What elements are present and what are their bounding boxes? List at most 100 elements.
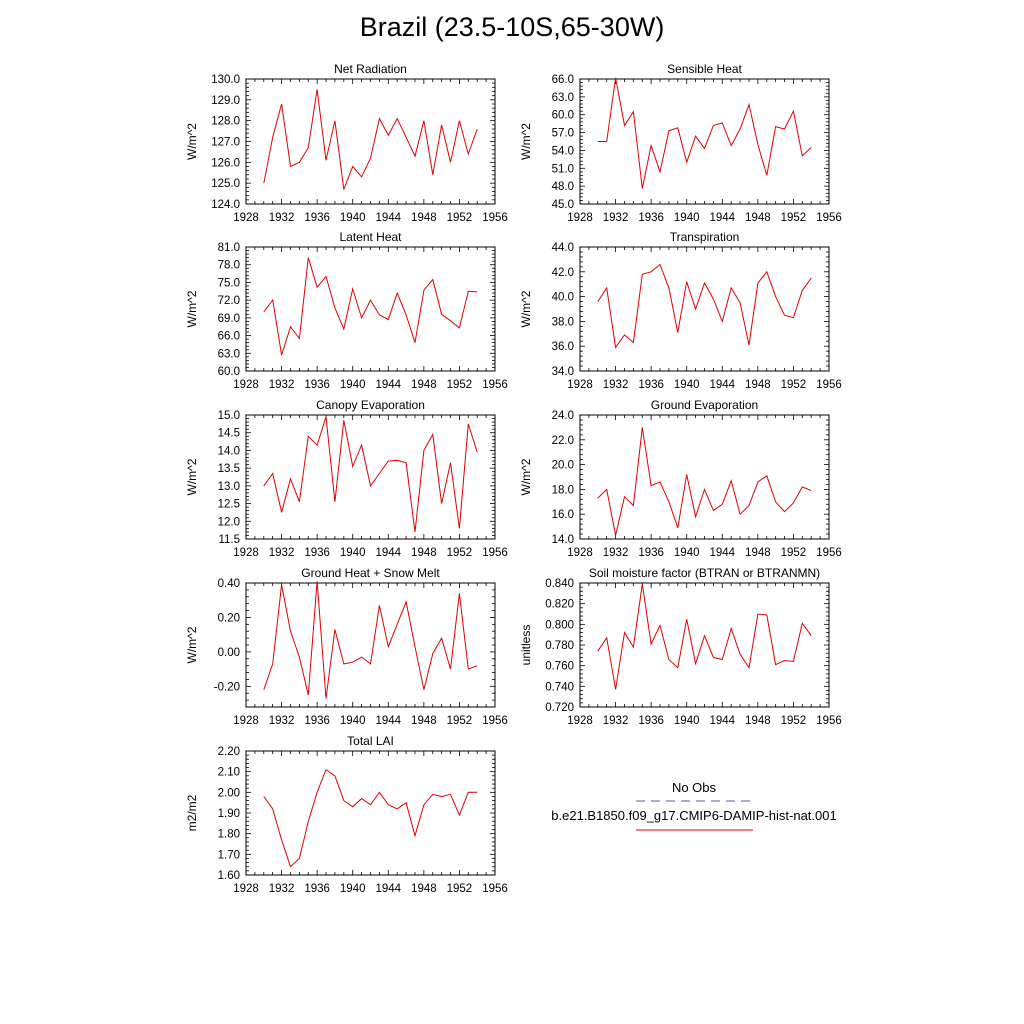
x-tick-label: 1928 — [567, 715, 593, 727]
y-tick-label: 63.0 — [552, 92, 574, 104]
y-tick-label: 66.0 — [552, 74, 574, 86]
panel-title: Ground Heat + Snow Melt — [301, 566, 440, 580]
x-tick-label: 1948 — [745, 715, 771, 727]
panel-title: Transpiration — [670, 230, 740, 244]
series-line — [263, 89, 478, 190]
y-axis-label: W/m^2 — [185, 458, 199, 495]
plot-frame — [245, 78, 496, 205]
series-line — [597, 263, 812, 349]
x-tick-label: 1936 — [638, 212, 664, 224]
y-tick-label: 0.840 — [545, 578, 574, 590]
x-tick-label: 1948 — [745, 212, 771, 224]
y-tick-label: 0.800 — [545, 619, 574, 631]
y-tick-label: 0.40 — [218, 578, 240, 590]
y-tick-label: 0.20 — [218, 612, 240, 624]
y-tick-label: 0.740 — [545, 681, 574, 693]
panel-title: Canopy Evaporation — [316, 398, 425, 412]
x-tick-label: 1944 — [375, 379, 401, 391]
y-tick-label: 126.0 — [211, 157, 240, 169]
x-tick-label: 1952 — [447, 212, 473, 224]
y-tick-label: 20.0 — [552, 460, 574, 472]
plot-frame — [579, 78, 830, 205]
y-axis-label: W/m^2 — [519, 290, 533, 327]
x-tick-label: 1944 — [709, 715, 735, 727]
x-tick-label: 1948 — [745, 547, 771, 559]
y-tick-label: 124.0 — [211, 199, 240, 211]
panel-canopy-evaporation: 1928 1932 1936 1940 1944 1948 1952 1956 11.5 12.0… — [185, 398, 508, 559]
y-tick-label: 0.00 — [218, 647, 240, 659]
y-tick-label: 48.0 — [552, 181, 574, 193]
panel-title: Total LAI — [347, 734, 394, 748]
y-tick-label: 12.5 — [218, 499, 240, 511]
y-tick-label: 57.0 — [552, 128, 574, 140]
series-line — [597, 77, 812, 189]
x-tick-label: 1952 — [781, 212, 807, 224]
x-tick-label: 1932 — [269, 715, 295, 727]
x-tick-label: 1932 — [269, 212, 295, 224]
x-tick-label: 1936 — [304, 883, 330, 895]
x-tick-label: 1932 — [603, 715, 629, 727]
plot-frame — [579, 582, 830, 708]
y-axis-label: W/m^2 — [185, 123, 199, 160]
x-tick-label: 1948 — [411, 212, 437, 224]
plot-frame — [579, 414, 830, 540]
x-tick-label: 1940 — [340, 883, 366, 895]
x-tick-label: 1948 — [411, 883, 437, 895]
x-tick-label: 1932 — [603, 547, 629, 559]
y-tick-label: 128.0 — [211, 116, 240, 128]
y-tick-label: 13.5 — [218, 463, 240, 475]
y-tick-label: 36.0 — [552, 341, 574, 353]
panel-title: Ground Evaporation — [651, 398, 758, 412]
y-tick-label: 1.90 — [218, 808, 240, 820]
x-tick-label: 1928 — [233, 212, 259, 224]
y-tick-label: 130.0 — [211, 74, 240, 86]
y-tick-label: 60.0 — [552, 110, 574, 122]
x-tick-label: 1952 — [781, 715, 807, 727]
series-line — [263, 581, 478, 699]
y-tick-label: 1.60 — [218, 870, 240, 882]
y-tick-label: 1.70 — [218, 849, 240, 861]
y-axis-label: unitless — [519, 625, 533, 666]
y-tick-label: 15.0 — [218, 410, 240, 422]
x-tick-label: 1936 — [638, 379, 664, 391]
x-tick-label: 1944 — [709, 212, 735, 224]
x-tick-label: 1956 — [482, 379, 508, 391]
x-tick-label: 1948 — [411, 379, 437, 391]
plot-frame — [245, 582, 496, 708]
y-tick-label: 72.0 — [218, 295, 240, 307]
y-tick-label: 22.0 — [552, 435, 574, 447]
y-tick-label: 2.20 — [218, 746, 240, 758]
panel-transpiration: 1928 1932 1936 1940 1944 1948 1952 1956 34.0 36.0… — [519, 230, 842, 391]
legend-label-no-obs: No Obs — [672, 780, 717, 795]
y-tick-label: 38.0 — [552, 316, 574, 328]
x-tick-label: 1956 — [482, 212, 508, 224]
y-tick-label: 0.720 — [545, 702, 574, 714]
y-tick-label: 14.0 — [218, 445, 240, 457]
y-tick-label: 12.0 — [218, 516, 240, 528]
panel-sensible-heat: 1928 1932 1936 1940 1944 1948 1952 1956 45.0 48.0… — [519, 62, 842, 224]
series-line — [597, 583, 812, 690]
x-tick-label: 1952 — [447, 379, 473, 391]
y-tick-label: 2.10 — [218, 767, 240, 779]
x-tick-label: 1940 — [340, 715, 366, 727]
y-tick-label: 60.0 — [218, 366, 240, 378]
y-tick-label: 0.760 — [545, 661, 574, 673]
x-tick-label: 1944 — [375, 212, 401, 224]
x-tick-label: 1936 — [304, 715, 330, 727]
legend: No Obs b.e21.B1850.f09_g17.CMIP6-DAMIP-hi… — [551, 780, 837, 831]
x-tick-label: 1928 — [233, 547, 259, 559]
x-tick-label: 1952 — [781, 379, 807, 391]
x-tick-label: 1940 — [340, 212, 366, 224]
series-line — [263, 416, 478, 532]
y-axis-label: W/m^2 — [185, 626, 199, 663]
x-tick-label: 1932 — [269, 379, 295, 391]
panel-title: Sensible Heat — [667, 62, 742, 76]
x-tick-label: 1940 — [340, 379, 366, 391]
x-tick-label: 1944 — [375, 547, 401, 559]
y-tick-label: 14.5 — [218, 428, 240, 440]
x-tick-label: 1952 — [781, 547, 807, 559]
x-tick-label: 1928 — [233, 379, 259, 391]
x-tick-label: 1956 — [482, 883, 508, 895]
x-tick-label: 1952 — [447, 883, 473, 895]
